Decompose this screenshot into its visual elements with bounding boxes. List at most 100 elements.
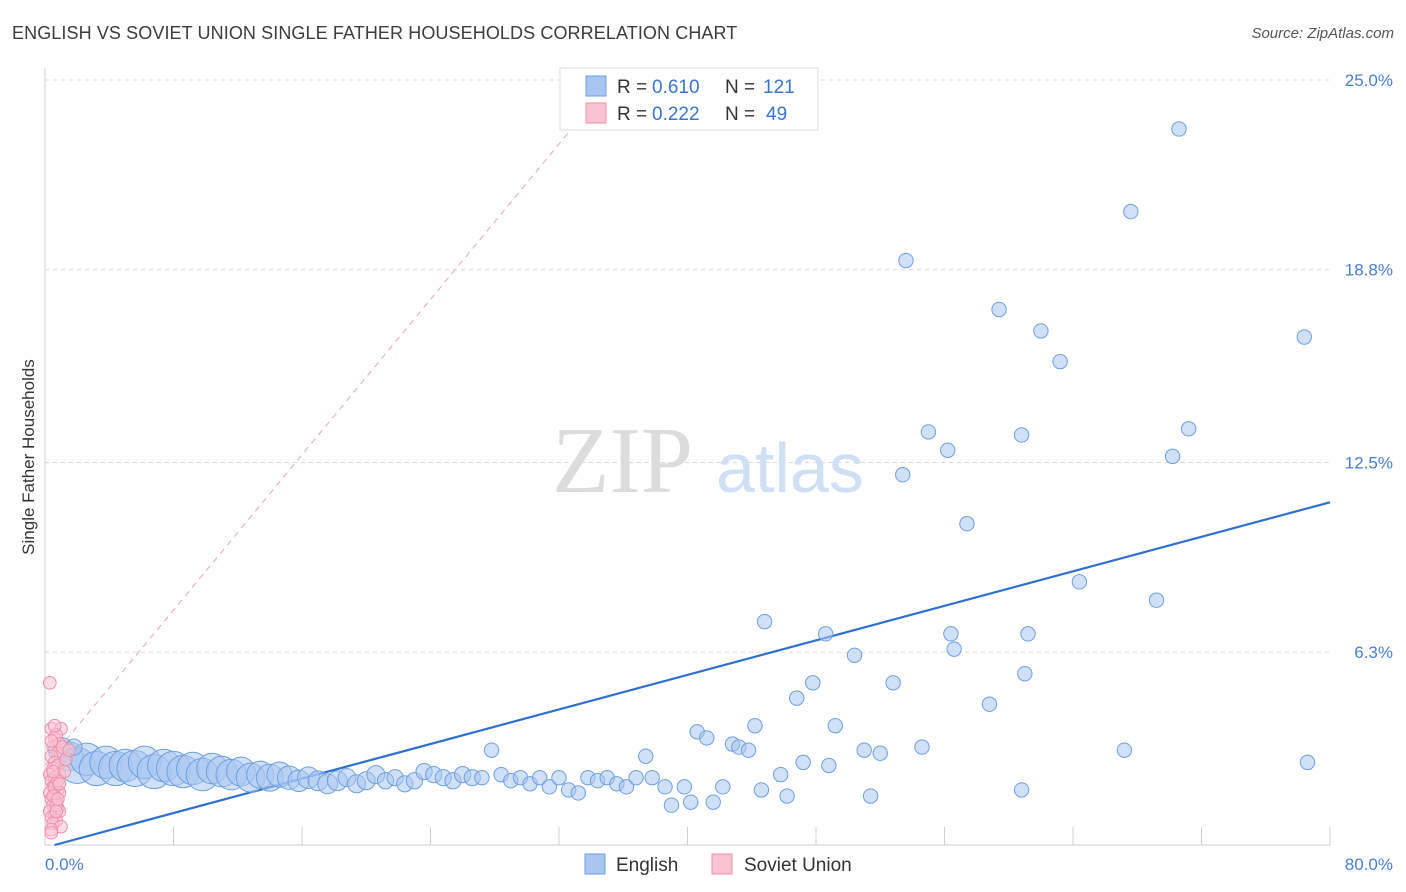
- data-point: [1299, 754, 1316, 771]
- x-tick-label: 80.0%: [1345, 855, 1393, 874]
- data-point: [885, 675, 901, 691]
- data-point: [657, 779, 673, 795]
- chart-title: ENGLISH VS SOVIET UNION SINGLE FATHER HO…: [12, 23, 738, 43]
- x-tick-label: 0.0%: [45, 855, 84, 874]
- legend-swatch-english: [585, 75, 607, 97]
- data-point: [474, 769, 490, 786]
- legend-swatch-soviet-union: [585, 102, 607, 124]
- data-point: [1013, 427, 1030, 443]
- data-point: [753, 782, 770, 798]
- data-point: [1171, 121, 1187, 137]
- data-point: [1164, 448, 1181, 465]
- data-point: [821, 757, 837, 774]
- data-point: [551, 769, 567, 786]
- data-point: [1296, 329, 1313, 345]
- data-point: [959, 516, 975, 532]
- data-point: [62, 743, 76, 757]
- watermark: ZIP atlas: [552, 409, 864, 513]
- data-point: [856, 742, 872, 758]
- data-point: [47, 718, 62, 733]
- data-point: [846, 647, 863, 663]
- data-point: [52, 777, 67, 791]
- data-point: [1052, 353, 1068, 370]
- data-point: [51, 792, 65, 806]
- axes: [44, 68, 1331, 846]
- data-point: [618, 779, 635, 795]
- legend-n-label: N =: [725, 77, 755, 98]
- y-axis-label: Single Father Households: [19, 359, 38, 555]
- legend: R = 0.610 N = 121 R = 0.222 N = 49: [559, 67, 819, 131]
- data-point: [1071, 574, 1088, 590]
- watermark-zip: ZIP: [552, 409, 693, 513]
- trendline-english: [54, 501, 1331, 847]
- data-point: [981, 696, 998, 712]
- data-point: [46, 764, 60, 779]
- bottom-legend-swatch-soviet-union: [711, 853, 733, 875]
- data-point: [747, 717, 763, 734]
- data-point: [1148, 592, 1165, 608]
- data-point: [541, 779, 558, 795]
- data-point: [940, 442, 956, 458]
- data-point: [1123, 203, 1139, 220]
- legend-n-value-english: 121: [763, 77, 795, 98]
- data-point: [663, 797, 680, 813]
- data-points: [43, 121, 1316, 840]
- data-point: [872, 745, 888, 761]
- data-point: [914, 739, 930, 755]
- data-point: [779, 788, 795, 804]
- legend-r-label: R =: [617, 77, 647, 98]
- data-point: [715, 779, 731, 795]
- data-point: [570, 785, 586, 801]
- data-point: [756, 613, 773, 630]
- bottom-legend: English Soviet Union: [584, 853, 852, 876]
- data-point: [946, 641, 962, 657]
- source-credit: Source: ZipAtlas.com: [1251, 25, 1394, 42]
- data-point: [1180, 421, 1197, 437]
- data-point: [895, 467, 911, 483]
- data-point: [1033, 323, 1049, 339]
- data-point: [1013, 782, 1030, 798]
- legend-r-value-english: 0.610: [652, 77, 700, 98]
- legend-n-label: N =: [725, 104, 755, 125]
- data-point: [862, 788, 879, 804]
- data-point: [805, 675, 821, 691]
- data-point: [772, 766, 789, 783]
- data-point: [920, 424, 937, 440]
- x-tick-labels: 0.0% 80.0%: [45, 855, 1393, 874]
- data-point: [817, 626, 834, 642]
- data-point: [628, 769, 644, 786]
- data-point: [532, 769, 548, 786]
- legend-r-value-soviet-union: 0.222: [652, 104, 700, 125]
- series-soviet-union: [43, 676, 76, 840]
- y-tick-label: 6.3%: [1354, 643, 1393, 662]
- trendline-soviet-union: [44, 79, 613, 766]
- data-point: [943, 626, 959, 642]
- data-point: [991, 301, 1007, 318]
- bottom-legend-swatch-english: [584, 853, 606, 875]
- legend-r-label: R =: [617, 104, 647, 125]
- bottom-legend-label-english: English: [616, 855, 678, 876]
- data-point: [1020, 626, 1036, 642]
- data-point: [740, 742, 757, 758]
- data-point: [44, 734, 59, 748]
- data-point: [795, 754, 811, 771]
- grid-lines: [45, 79, 1330, 653]
- data-point: [705, 794, 721, 810]
- data-point: [483, 742, 500, 758]
- legend-n-value-soviet-union: 49: [766, 104, 787, 125]
- data-point: [49, 804, 64, 819]
- data-point: [44, 825, 59, 840]
- data-point: [1116, 742, 1133, 758]
- y-tick-label: 18.8%: [1345, 261, 1393, 280]
- y-tick-label: 12.5%: [1345, 454, 1393, 473]
- data-point: [1017, 665, 1033, 682]
- watermark-atlas: atlas: [716, 429, 864, 507]
- data-point: [683, 794, 699, 810]
- data-point: [638, 748, 654, 764]
- data-point: [789, 690, 805, 706]
- y-tick-label: 25.0%: [1345, 71, 1393, 90]
- data-point: [827, 717, 843, 734]
- data-point: [699, 730, 715, 746]
- data-point: [676, 779, 692, 795]
